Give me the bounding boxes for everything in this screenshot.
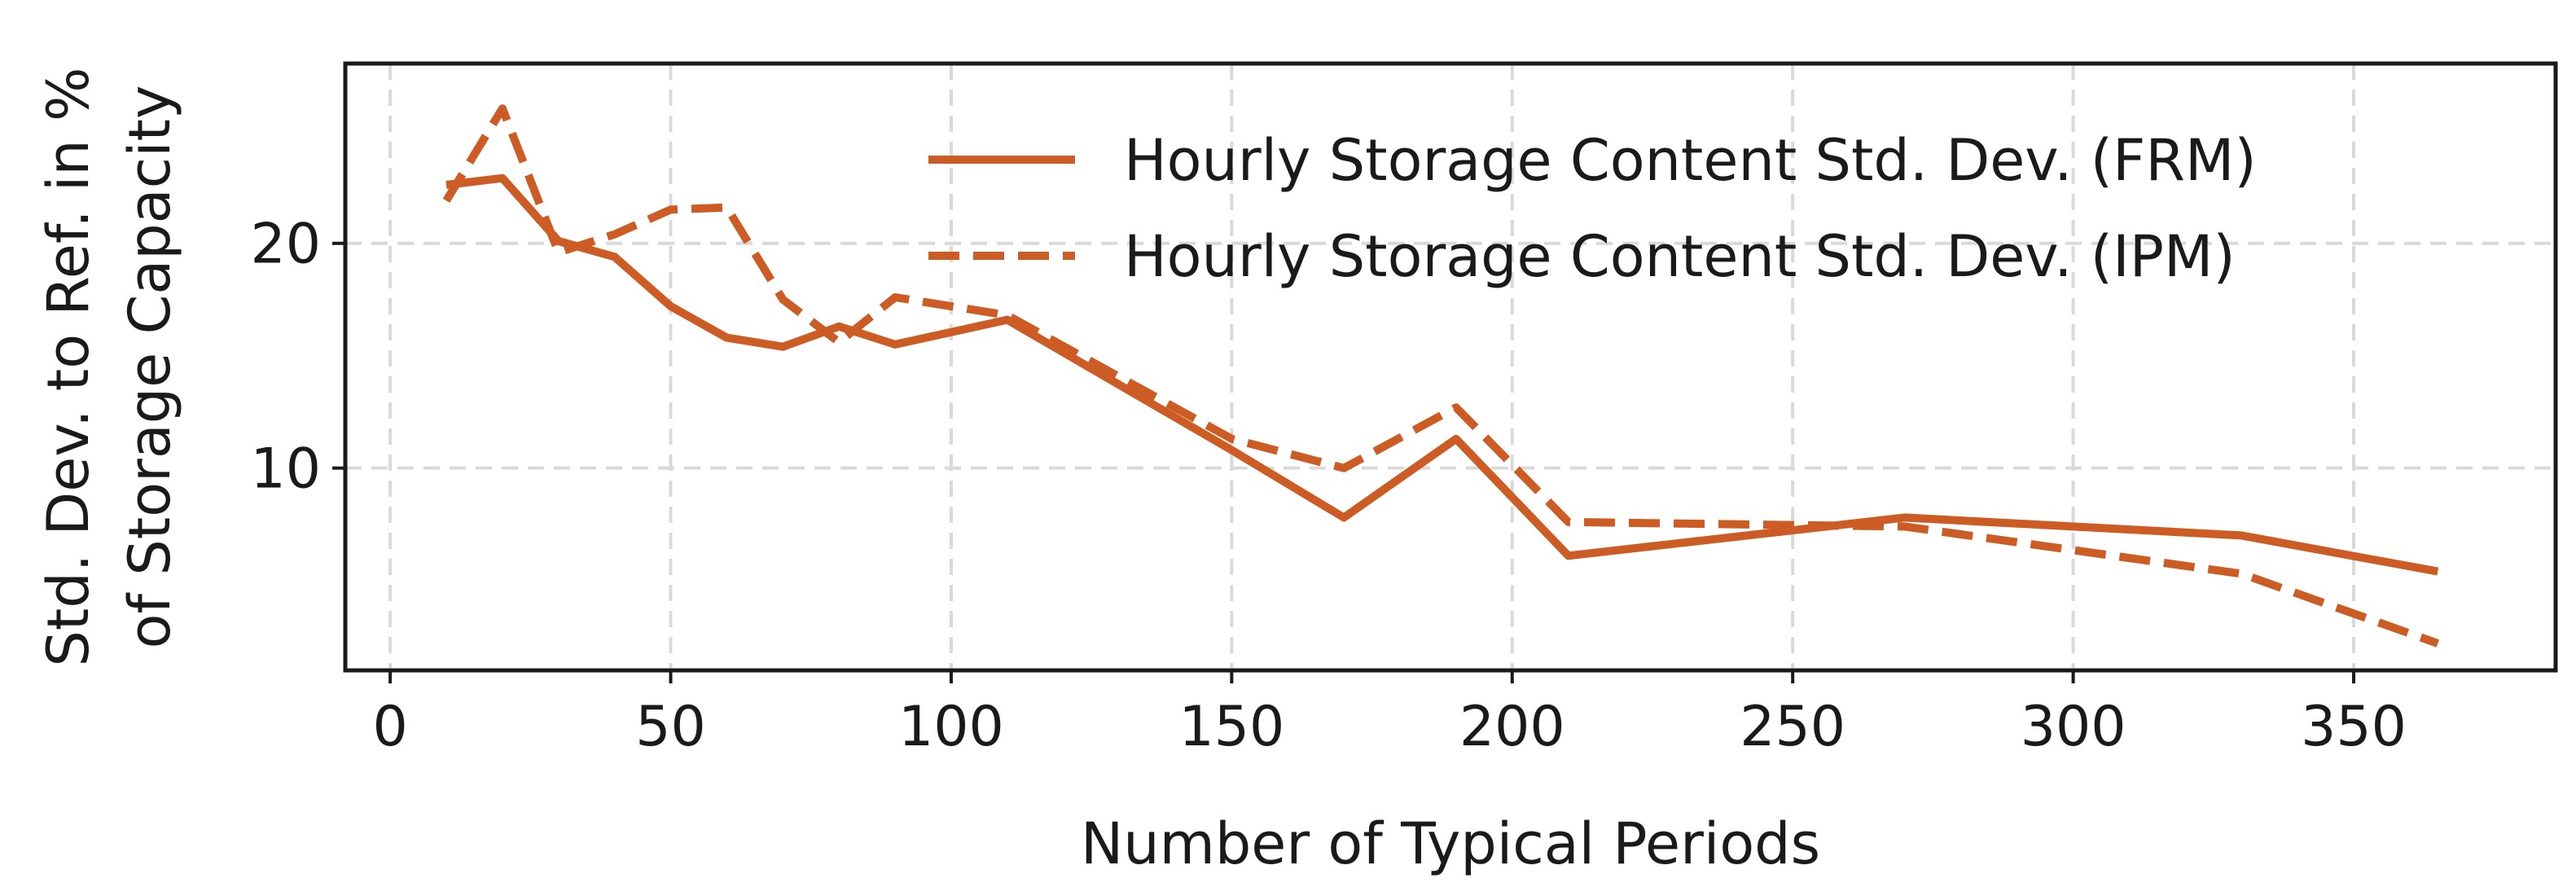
x-tick-label: 250 <box>1740 695 1845 759</box>
x-tick-label: 300 <box>2021 695 2126 759</box>
x-tick-label: 350 <box>2301 695 2407 759</box>
y-axis-title-line-2: of Storage Capacity <box>116 86 183 649</box>
y-tick-label: 20 <box>250 213 321 277</box>
x-tick-label: 100 <box>898 695 1004 759</box>
x-tick-label: 150 <box>1178 695 1284 759</box>
series-line-frm <box>445 173 2439 576</box>
y-axis-title-line-1: Std. Dev. to Ref. in % <box>35 68 102 667</box>
x-tick-label: 0 <box>372 695 407 759</box>
grid-lines <box>345 64 2556 670</box>
legend-label-frm: Hourly Storage Content Std. Dev. (FRM) <box>1124 127 2257 194</box>
x-tick-label: 50 <box>635 695 706 759</box>
axis-ticks: 0 50 100 150 200 250 300 350 10 20 <box>250 213 2406 759</box>
legend-label-ipm: Hourly Storage Content Std. Dev. (IPM) <box>1124 223 2236 290</box>
data-lines <box>442 104 2439 648</box>
y-axis-title: Std. Dev. to Ref. in % of Storage Capaci… <box>35 68 183 667</box>
plot-frame <box>343 61 2558 673</box>
axis-titles: Number of Typical Periods Std. Dev. to R… <box>35 68 1820 878</box>
x-axis-title: Number of Typical Periods <box>1081 810 1820 877</box>
x-tick-label: 200 <box>1459 695 1565 759</box>
legend: Hourly Storage Content Std. Dev. (FRM) H… <box>928 127 2257 290</box>
series-line-ipm <box>442 104 2439 648</box>
y-tick-label: 10 <box>250 437 321 502</box>
